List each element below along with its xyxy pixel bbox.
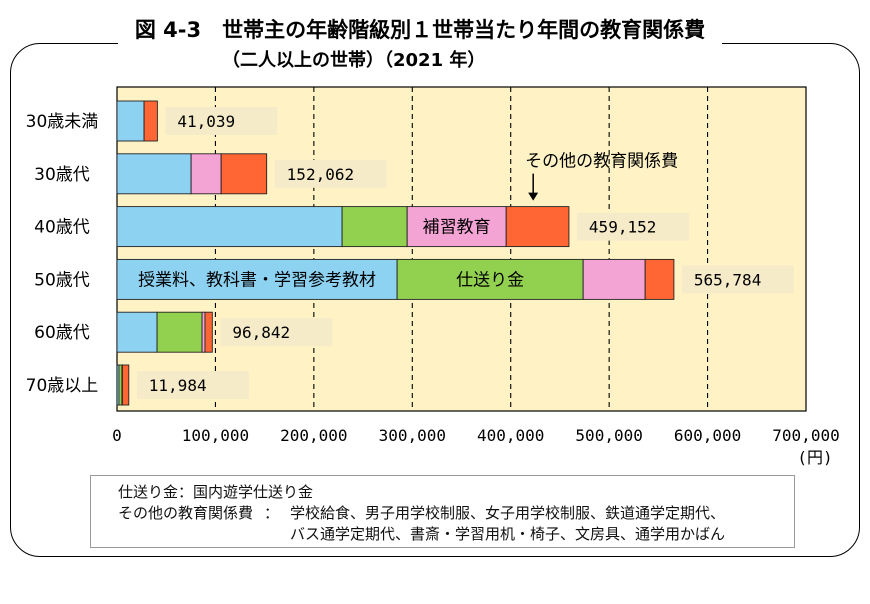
x-tick-label: 0 [112, 426, 122, 445]
figure-title: 図 4-3 世帯主の年齢階級別１世帯当たり年間の教育関係費 [118, 14, 722, 46]
x-tick-label: 500,000 [575, 426, 642, 445]
bar-segment-other-education [644, 258, 675, 300]
total-label: 459,152 [589, 218, 656, 237]
total-label-bg [576, 212, 689, 241]
x-tick-label: 400,000 [477, 426, 544, 445]
note-description-line: 学校給食、男子用学校制服、女子用学校制服、鉄道通学定期代、 [290, 504, 726, 522]
note-other: その他の教育関係費 ： 学校給食、男子用学校制服、女子用学校制服、鉄道通学定期代… [118, 503, 794, 545]
category-label: 40歳代 [34, 218, 90, 238]
notes-box: 仕送り金：国内遊学仕送り金 その他の教育関係費 ： 学校給食、男子用学校制服、女… [90, 475, 795, 548]
bar-segment-tuition-textbooks [116, 100, 145, 142]
total-label-bg [220, 318, 333, 347]
note-term: その他の教育関係費 [118, 504, 254, 522]
bar-segment-tuition-textbooks [116, 153, 192, 195]
total-label: 96,842 [232, 323, 290, 342]
category-label: 30歳未満 [26, 112, 99, 132]
bar-segment-other-education [505, 206, 570, 248]
note-term: 仕送り金 [118, 483, 179, 501]
total-label: 565,784 [694, 270, 761, 289]
x-tick-label: 700,000 [772, 426, 839, 445]
bar-segment-supplementary-education [582, 258, 646, 300]
plot-area [116, 86, 807, 412]
bar-segment-tuition-textbooks [116, 258, 398, 300]
total-label-bg [136, 371, 249, 399]
bar-segment-other-education [121, 364, 130, 406]
bar-segment-supplementary-education [190, 153, 222, 195]
note-description: 国内遊学仕送り金 [193, 483, 314, 501]
series-label: 授業料、教科書・学習参考教材 [138, 270, 376, 290]
total-label: 41,039 [177, 112, 235, 131]
x-unit-label: (円) [797, 448, 832, 467]
x-tick-label: 600,000 [674, 426, 741, 445]
note-separator: ： [264, 504, 280, 522]
figure-subtitle: （二人以上の世帯）（2021 年） [222, 50, 486, 71]
bar-segment-remittance [156, 311, 203, 353]
chart: 41,039 30歳未満 152,062 30歳代 459,152 40歳代 565,784… [26, 86, 840, 467]
note-separator: ： [178, 483, 194, 501]
note-remittance: 仕送り金：国内遊学仕送り金 [118, 482, 794, 503]
total-label: 152,062 [287, 165, 354, 184]
total-label: 11,984 [149, 376, 207, 395]
total-label-bg [681, 265, 794, 294]
bar-segment-tuition-textbooks [116, 206, 343, 248]
bar-segment-other-education [220, 153, 268, 195]
x-tick-label: 300,000 [379, 426, 446, 445]
bar-segment-remittance [396, 258, 584, 300]
category-label: 50歳代 [34, 270, 90, 290]
category-label: 30歳代 [34, 165, 90, 185]
category-label: 60歳代 [34, 323, 90, 343]
series-label: 補習教育 [423, 218, 491, 238]
note-description-line: バス通学定期代、書斎・学習用机・椅子、文房具、通学用かばん [290, 525, 726, 543]
bar-segment-supplementary-education [406, 206, 507, 248]
total-label-bg [274, 159, 387, 188]
bar-segment-other-education [204, 311, 213, 353]
category-label: 70歳以上 [26, 376, 99, 396]
x-tick-label: 200,000 [280, 426, 347, 445]
total-label-bg [165, 107, 278, 135]
bar-segment-remittance [341, 206, 408, 248]
series-label: 仕送り金 [456, 270, 524, 290]
note-description: 学校給食、男子用学校制服、女子用学校制服、鉄道通学定期代、 バス通学定期代、書斎… [290, 503, 725, 545]
callout-arrow-head [528, 192, 539, 201]
x-tick-label: 100,000 [182, 426, 249, 445]
bar-segment-other-education [143, 100, 158, 142]
callout-label: その他の教育関係費 [525, 152, 678, 172]
bar-segment-tuition-textbooks [116, 311, 158, 353]
